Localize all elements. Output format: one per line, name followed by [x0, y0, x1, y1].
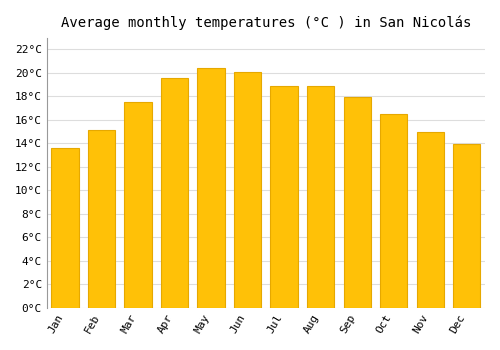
Bar — [416, 132, 444, 308]
Bar — [198, 68, 225, 308]
Title: Average monthly temperatures (°C ) in San Nicolás: Average monthly temperatures (°C ) in Sa… — [60, 15, 471, 29]
Bar — [161, 77, 188, 308]
Bar — [52, 148, 79, 308]
Bar — [88, 130, 116, 308]
Bar — [380, 114, 407, 308]
Bar — [270, 86, 298, 308]
Bar — [453, 145, 480, 308]
Bar — [234, 72, 262, 308]
Bar — [344, 98, 371, 308]
Bar — [307, 86, 334, 308]
Bar — [124, 102, 152, 308]
